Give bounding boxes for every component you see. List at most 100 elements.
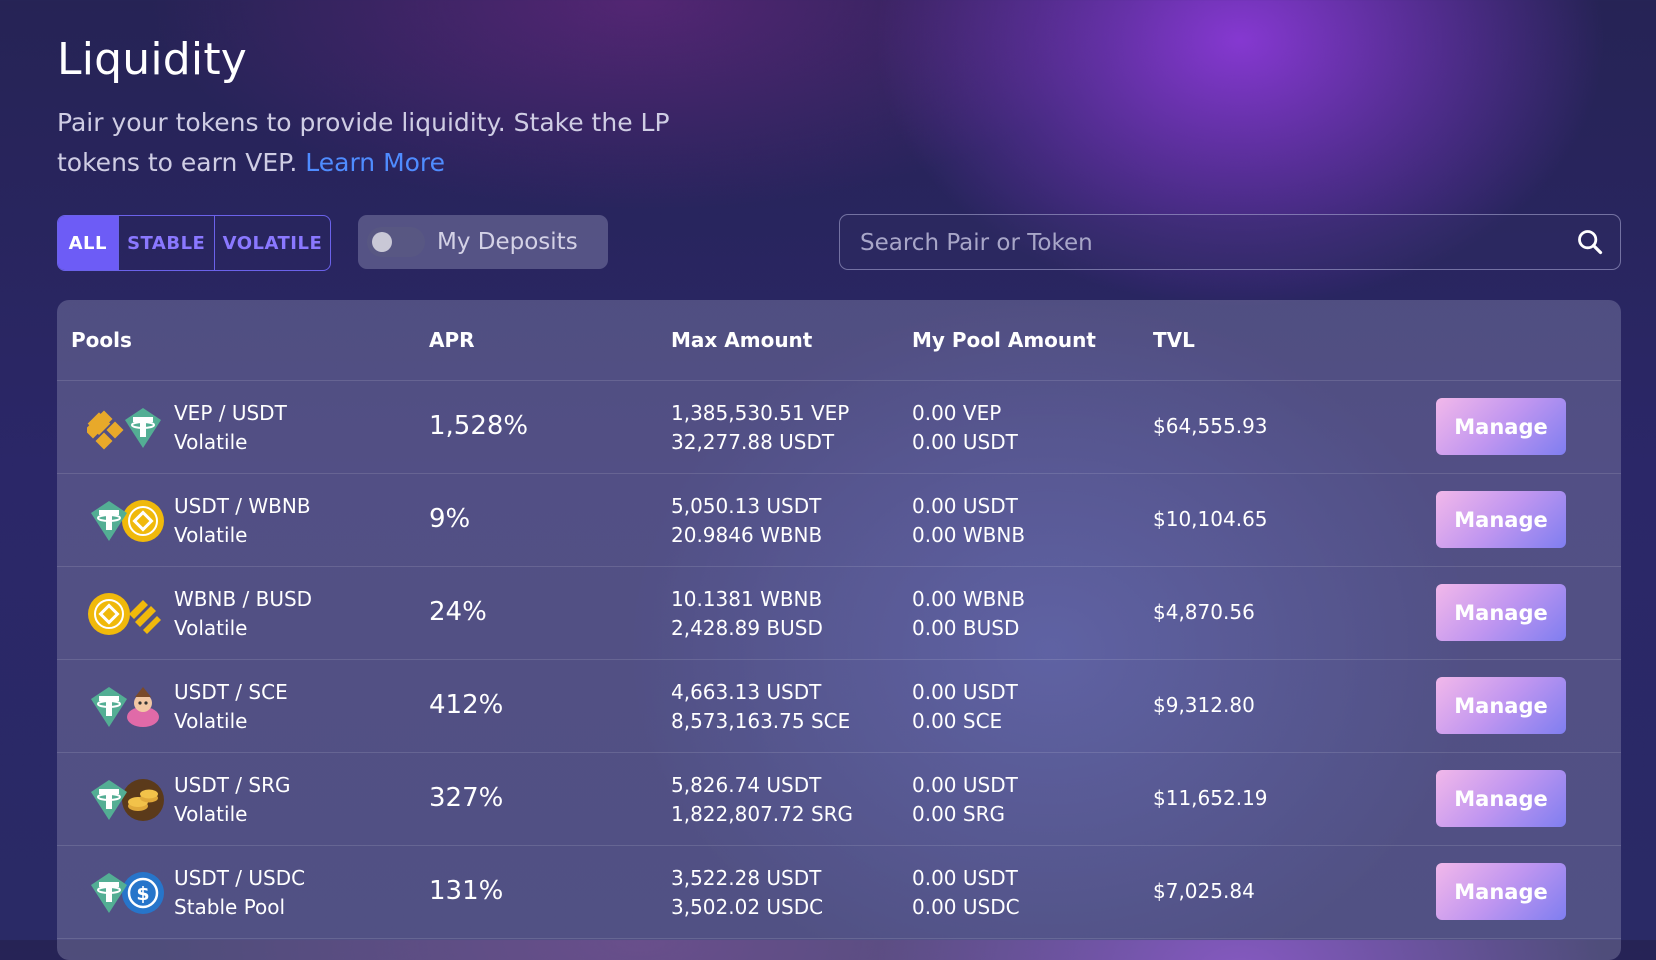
my-amount-1: 0.00 USDT [912,680,1018,704]
filter-volatile-button[interactable]: VOLATILE [213,216,330,270]
table-row: $ USDT / USDC Stable Pool 131% 3,522.28 … [57,846,1621,939]
manage-button[interactable]: Manage [1436,677,1566,734]
pair-icons [87,685,167,729]
pool-type: Volatile [174,523,248,547]
pool-type: Volatile [174,430,248,454]
my-deposits-label: My Deposits [437,229,578,255]
tvl-value: $7,025.84 [1153,879,1255,903]
usdt-icon [125,408,161,448]
pair-label: USDT / USDC [174,866,306,890]
header-tvl: TVL [1153,328,1195,352]
search-input[interactable] [858,215,1542,271]
busd-icon [129,600,161,634]
usdt-icon [91,501,127,541]
my-pool-amount: 0.00 USDT 0.00 SCE [912,678,1018,736]
max-amount-1: 10.1381 WBNB [671,587,823,611]
my-amount-2: 0.00 BUSD [912,616,1020,640]
max-amount-2: 8,573,163.75 SCE [671,709,851,733]
apr-value: 9% [429,504,471,534]
pool-name: USDT / USDC Stable Pool [174,864,305,922]
pair-label: USDT / SRG [174,773,291,797]
max-amount: 5,826.74 USDT 1,822,807.72 SRG [671,771,853,829]
pair-label: USDT / WBNB [174,494,311,518]
manage-button[interactable]: Manage [1436,584,1566,641]
pool-type: Stable Pool [174,895,286,919]
max-amount: 5,050.13 USDT 20.9846 WBNB [671,492,822,550]
pools-table: Pools APR Max Amount My Pool Amount TVL … [57,300,1621,960]
pair-icons [87,499,167,543]
search-box [839,214,1621,271]
my-amount-2: 0.00 USDC [912,895,1020,919]
apr-value: 327% [429,783,504,813]
my-amount-1: 0.00 USDT [912,773,1018,797]
table-row: USDT / SCE Volatile 412% 4,663.13 USDT 8… [57,660,1621,753]
my-pool-amount: 0.00 USDT 0.00 SRG [912,771,1018,829]
max-amount-2: 3,502.02 USDC [671,895,824,919]
my-amount-2: 0.00 USDT [912,430,1018,454]
max-amount-1: 1,385,530.51 VEP [671,401,850,425]
srg-icon [122,779,164,821]
wbnb-icon [88,593,130,635]
subtitle-text: Pair your tokens to provide liquidity. S… [57,108,670,177]
manage-button[interactable]: Manage [1436,770,1566,827]
pair-icons [87,592,167,636]
usdt-icon [91,873,127,913]
usdt-icon [91,687,127,727]
table-row: WBNB / BUSD Volatile 24% 10.1381 WBNB 2,… [57,567,1621,660]
pair-icons: $ [87,871,167,915]
pool-name: WBNB / BUSD Volatile [174,585,312,643]
max-amount-1: 5,050.13 USDT [671,494,822,518]
table-row: USDT / SRG Volatile 327% 5,826.74 USDT 1… [57,753,1621,846]
max-amount-1: 4,663.13 USDT [671,680,822,704]
wbnb-icon [122,500,164,542]
tvl-value: $11,652.19 [1153,786,1268,810]
table-row: USDT / WBNB Volatile 9% 5,050.13 USDT 20… [57,474,1621,567]
learn-more-link[interactable]: Learn More [305,148,446,177]
pool-name: USDT / SCE Volatile [174,678,288,736]
filter-stable-button[interactable]: STABLE [117,216,214,270]
pair-label: WBNB / BUSD [174,587,313,611]
my-amount-2: 0.00 SRG [912,802,1005,826]
my-deposits-toggle[interactable] [367,227,425,257]
max-amount: 3,522.28 USDT 3,502.02 USDC [671,864,823,922]
header-apr: APR [429,328,475,352]
tvl-value: $64,555.93 [1153,414,1268,438]
my-amount-1: 0.00 WBNB [912,587,1026,611]
manage-button[interactable]: Manage [1436,491,1566,548]
my-pool-amount: 0.00 VEP 0.00 USDT [912,399,1018,457]
my-amount-2: 0.00 SCE [912,709,1003,733]
svg-text:$: $ [136,883,149,905]
page-title: Liquidity [57,34,248,85]
pool-type: Volatile [174,802,248,826]
search-icon[interactable] [1576,228,1604,256]
table-header: Pools APR Max Amount My Pool Amount TVL [57,300,1621,381]
apr-value: 412% [429,690,504,720]
max-amount-1: 3,522.28 USDT [671,866,822,890]
my-pool-amount: 0.00 USDT 0.00 USDC [912,864,1020,922]
apr-value: 131% [429,876,504,906]
table-row: VEP / USDT Volatile 1,528% 1,385,530.51 … [57,381,1621,474]
pool-name: USDT / WBNB Volatile [174,492,311,550]
manage-button[interactable]: Manage [1436,863,1566,920]
usdt-icon [91,780,127,820]
pool-name: USDT / SRG Volatile [174,771,291,829]
apr-value: 24% [429,597,487,627]
max-amount-2: 2,428.89 BUSD [671,616,823,640]
filter-all-button[interactable]: ALL [58,216,118,270]
pool-name: VEP / USDT Volatile [174,399,287,457]
pair-label: USDT / SCE [174,680,288,704]
tvl-value: $4,870.56 [1153,600,1255,624]
my-amount-1: 0.00 USDT [912,494,1018,518]
table-body: VEP / USDT Volatile 1,528% 1,385,530.51 … [57,381,1621,939]
max-amount-2: 20.9846 WBNB [671,523,823,547]
page-subtitle: Pair your tokens to provide liquidity. S… [57,103,717,183]
manage-button[interactable]: Manage [1436,398,1566,455]
my-amount-1: 0.00 VEP [912,401,1002,425]
header-my-pool-amount: My Pool Amount [912,328,1096,352]
max-amount-1: 5,826.74 USDT [671,773,822,797]
apr-value: 1,528% [429,411,529,441]
tvl-value: $9,312.80 [1153,693,1255,717]
my-deposits-control: My Deposits [358,215,608,269]
max-amount-2: 32,277.88 USDT [671,430,835,454]
my-amount-2: 0.00 WBNB [912,523,1026,547]
